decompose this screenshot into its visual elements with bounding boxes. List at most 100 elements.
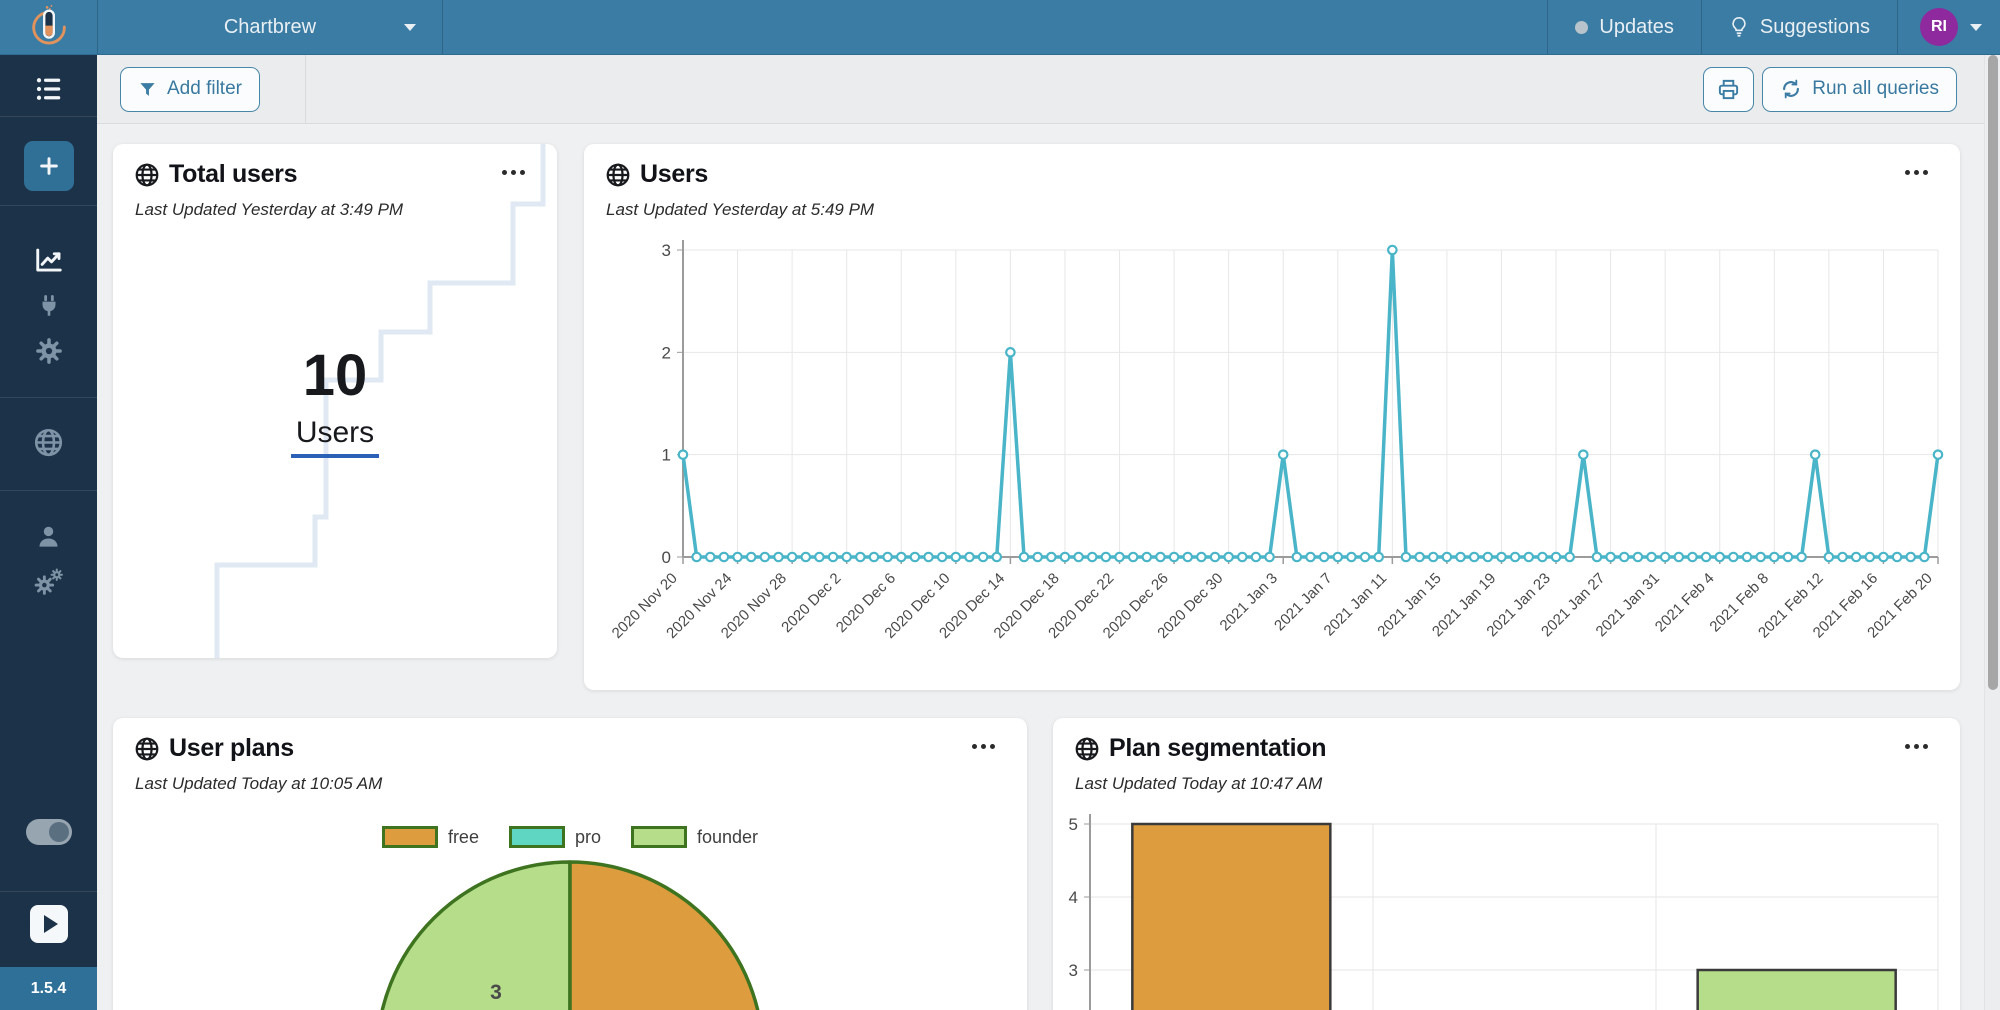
chart-card-users: Users Last Updated Yesterday at 5:49 PM … [584, 144, 1960, 690]
team-selector[interactable]: Chartbrew [97, 0, 443, 54]
filter-funnel-icon [140, 82, 155, 96]
legend-label: pro [574, 826, 601, 847]
card-title: Plan segmentation [1109, 734, 1327, 762]
legend-swatch-founder [630, 826, 687, 848]
account-menu[interactable]: RI [1897, 0, 2000, 54]
sidebar-item-theme-toggle[interactable] [0, 819, 97, 845]
last-updated-text: Last Updated Yesterday at 5:49 PM [606, 200, 875, 219]
chartbrew-logo[interactable] [0, 0, 97, 54]
print-button[interactable] [1703, 66, 1755, 112]
printer-icon [1719, 79, 1739, 99]
sidebar-divider [0, 891, 97, 892]
legend-item-founder[interactable]: founder [630, 826, 759, 848]
chevron-down-icon [1970, 23, 1982, 31]
last-updated-text: Last Updated Today at 10:05 AM [135, 774, 383, 793]
last-updated-text: Last Updated Today at 10:47 AM [1075, 774, 1323, 793]
line-chart-icon [35, 248, 62, 272]
legend-item-free[interactable]: free [381, 826, 479, 848]
svg-text:4: 4 [1069, 888, 1078, 907]
team-name: Chartbrew [223, 15, 317, 38]
globe-icon [135, 163, 159, 186]
lightbulb-icon [1732, 16, 1746, 37]
chart-card-plan-segmentation: Plan segmentation Last Updated Today at … [1053, 718, 1960, 1010]
kpi-block: 10 Users [113, 344, 557, 458]
card-menu-button[interactable] [1901, 166, 1932, 179]
legend-item-pro[interactable]: pro [508, 826, 601, 848]
refresh-icon [1783, 79, 1800, 99]
card-title: Total users [169, 160, 298, 188]
add-chart-button[interactable] [23, 141, 74, 191]
avatar: RI [1920, 8, 1958, 46]
add-filter-label: Add filter [167, 78, 242, 99]
sidebar-item-connections[interactable] [0, 293, 97, 319]
connections-plug-icon [41, 295, 56, 316]
card-title: Users [640, 160, 708, 188]
settings-gear-icon [35, 338, 62, 364]
card-menu-button[interactable] [968, 740, 999, 753]
user-plans-pie-chart[interactable]: 3 [113, 718, 1027, 1010]
kpi-label: Users [290, 416, 380, 458]
kpi-value: 10 [302, 343, 368, 408]
sidebar-item-add-chart[interactable] [0, 141, 97, 191]
run-all-queries-label: Run all queries [1812, 78, 1939, 99]
globe-icon [606, 163, 630, 186]
team-settings-gears-icon [34, 568, 63, 595]
sidebar-item-dashboard[interactable] [0, 245, 97, 275]
status-dot-icon [1575, 20, 1589, 34]
svg-text:0: 0 [662, 548, 671, 567]
suggestions-button[interactable]: Suggestions [1700, 0, 1897, 54]
last-updated-text: Last Updated Yesterday at 3:49 PM [135, 200, 404, 219]
globe-icon [1075, 737, 1099, 760]
play-icon [43, 915, 58, 933]
card-title: User plans [169, 734, 294, 762]
updates-label: Updates [1599, 15, 1674, 38]
legend-swatch-pro [508, 826, 565, 848]
tutorial-play-button[interactable] [29, 905, 68, 943]
legend-swatch-free [381, 826, 438, 848]
globe-icon [135, 737, 159, 760]
version-badge: 1.5.4 [0, 967, 97, 1010]
sidebar-divider [0, 397, 97, 398]
chart-list-icon [36, 78, 60, 100]
sidebar-item-project-settings[interactable] [0, 337, 97, 365]
legend-label: founder [696, 826, 759, 847]
toolbar-divider [305, 55, 306, 124]
chartbrew-logo-icon [31, 4, 66, 45]
svg-text:2021 Jan 3: 2021 Jan 3 [1217, 570, 1282, 635]
topbar: Chartbrew Updates Suggestions RI [0, 0, 2000, 55]
card-menu-button[interactable] [498, 166, 529, 179]
chart-card-user-plans: User plans Last Updated Today at 10:05 A… [113, 718, 1027, 1010]
run-all-queries-button[interactable]: Run all queries [1762, 66, 1957, 112]
sidebar-divider [0, 490, 97, 491]
theme-toggle[interactable] [25, 819, 72, 845]
sidebar-divider [0, 205, 97, 206]
add-filter-button[interactable]: Add filter [120, 66, 260, 112]
card-menu-button[interactable] [1901, 740, 1932, 753]
plan-segmentation-bar-chart[interactable]: 5 4 3 [1053, 718, 1960, 1010]
page-scrollbar[interactable] [1984, 55, 2000, 1010]
sidebar-item-team-settings[interactable] [0, 567, 97, 598]
svg-text:3: 3 [1069, 961, 1078, 980]
public-globe-icon [34, 428, 63, 457]
suggestions-label: Suggestions [1759, 15, 1870, 38]
kpi-background-sparkline [214, 144, 546, 658]
sidebar-item-tutorial[interactable] [0, 905, 97, 943]
sidebar-divider [0, 116, 97, 117]
sidebar-item-chart-list[interactable] [0, 74, 97, 104]
dashboard-toolbar: Add filter Run all queries [97, 55, 1984, 124]
sidebar-item-public-dashboard[interactable] [0, 427, 97, 458]
svg-text:1: 1 [662, 446, 671, 465]
version-label: 1.5.4 [30, 979, 67, 997]
scrollbar-thumb[interactable] [1988, 55, 1998, 690]
pie-legend: free pro founder [113, 826, 1027, 848]
sidebar-item-team-members[interactable] [0, 523, 97, 550]
toggle-knob [48, 822, 69, 842]
topbar-spacer [443, 0, 1547, 54]
sidebar: 1.5.4 [0, 55, 97, 1010]
svg-text:3: 3 [662, 241, 671, 260]
updates-button[interactable]: Updates [1547, 0, 1701, 54]
svg-text:5: 5 [1069, 815, 1078, 834]
plus-icon [39, 157, 58, 175]
team-members-icon [39, 526, 58, 547]
